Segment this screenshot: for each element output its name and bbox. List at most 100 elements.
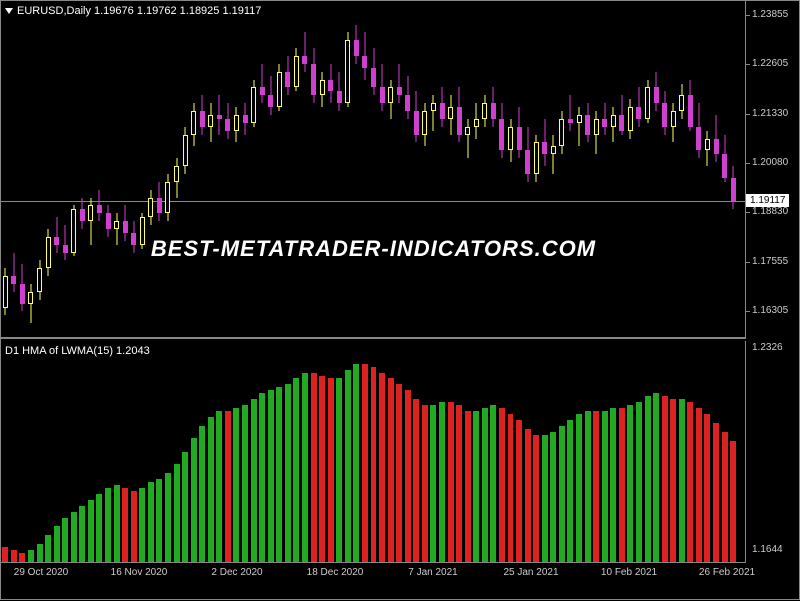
histogram-bar — [199, 426, 205, 562]
histogram-bar — [542, 435, 548, 562]
price-chart[interactable]: EURUSD,Daily 1.19676 1.19762 1.18925 1.1… — [1, 1, 746, 339]
chart-title-text: EURUSD,Daily 1.19676 1.19762 1.18925 1.1… — [17, 5, 261, 17]
histogram-bar — [302, 373, 308, 562]
histogram-bar — [525, 429, 531, 562]
histogram-bar — [148, 482, 154, 562]
current-price-label: 1.19117 — [746, 194, 789, 207]
candle — [260, 64, 265, 103]
candle — [80, 198, 85, 229]
candle — [431, 95, 436, 130]
candle — [491, 87, 496, 126]
histogram-bar — [396, 384, 402, 562]
time-xtick: 26 Feb 2021 — [699, 567, 755, 578]
candle — [225, 103, 230, 138]
candle — [636, 87, 641, 126]
candle — [97, 190, 102, 221]
candle — [611, 107, 616, 142]
candle — [457, 87, 462, 142]
candle — [302, 32, 307, 71]
candle — [328, 64, 333, 103]
histogram-bar — [550, 432, 556, 562]
candle — [294, 48, 299, 91]
time-xtick: 7 Jan 2021 — [408, 567, 458, 578]
histogram-bar — [79, 506, 85, 562]
histogram-bar — [713, 423, 719, 562]
histogram-bar — [533, 435, 539, 562]
histogram-bar — [37, 544, 43, 562]
histogram-bar — [508, 414, 514, 562]
histogram-bar — [242, 405, 248, 562]
histogram-bar — [422, 405, 428, 562]
price-ytick: 1.17555 — [752, 256, 788, 267]
histogram-bar — [636, 402, 642, 562]
candle — [474, 103, 479, 138]
histogram-bar — [567, 420, 573, 562]
histogram-bar — [268, 390, 274, 562]
candle — [251, 80, 256, 127]
histogram-bar — [174, 464, 180, 562]
histogram-bar — [182, 452, 188, 562]
histogram-bar — [482, 408, 488, 562]
histogram-bar — [156, 479, 162, 562]
candle — [679, 84, 684, 119]
candle — [28, 284, 33, 323]
candle — [414, 91, 419, 142]
candle — [422, 103, 427, 146]
candle — [671, 103, 676, 142]
chart-title: EURUSD,Daily 1.19676 1.19762 1.18925 1.1… — [5, 5, 261, 17]
candle — [499, 103, 504, 158]
candle — [388, 80, 393, 119]
indicator-chart[interactable]: D1 HMA of LWMA(15) 1.2043 — [1, 341, 746, 563]
price-yaxis: 1.238551.226051.213301.200801.188301.175… — [746, 1, 800, 339]
histogram-bar — [585, 411, 591, 562]
time-xtick: 25 Jan 2021 — [503, 567, 558, 578]
histogram-bar — [559, 426, 565, 562]
candle — [234, 107, 239, 142]
candle — [165, 174, 170, 221]
candle — [465, 119, 470, 158]
histogram-bar — [105, 488, 111, 562]
time-xtick: 10 Feb 2021 — [601, 567, 657, 578]
histogram-bar — [679, 399, 685, 562]
candle — [320, 72, 325, 107]
histogram-bar — [413, 399, 419, 562]
candle — [3, 268, 8, 315]
candle — [362, 32, 367, 79]
histogram-bar — [448, 402, 454, 562]
candle — [705, 131, 710, 166]
candle — [37, 260, 42, 299]
candle — [654, 72, 659, 111]
candle — [696, 103, 701, 158]
histogram-bar — [11, 550, 17, 562]
histogram-bar — [191, 438, 197, 562]
indicator-title: D1 HMA of LWMA(15) 1.2043 — [5, 345, 150, 357]
histogram-bar — [353, 364, 359, 562]
candle — [662, 91, 667, 134]
histogram-bar — [662, 396, 668, 562]
collapse-icon[interactable] — [5, 8, 13, 14]
candle — [534, 135, 539, 182]
histogram-bar — [704, 414, 710, 562]
candle — [337, 72, 342, 111]
histogram-bar — [311, 373, 317, 562]
histogram-bar — [165, 473, 171, 562]
time-xtick: 2 Dec 2020 — [211, 567, 262, 578]
histogram-bar — [122, 488, 128, 562]
candle — [285, 56, 290, 95]
candle — [397, 64, 402, 103]
time-xtick: 16 Nov 2020 — [111, 567, 168, 578]
histogram-bar — [216, 411, 222, 562]
histogram-bar — [362, 364, 368, 562]
candle — [311, 48, 316, 103]
histogram-bar — [233, 408, 239, 562]
histogram-bar — [319, 376, 325, 562]
histogram-bar — [379, 373, 385, 562]
histogram-bar — [405, 390, 411, 562]
price-ytick: 1.23855 — [752, 9, 788, 20]
candle — [106, 205, 111, 236]
histogram-bar — [490, 405, 496, 562]
histogram-bar — [627, 405, 633, 562]
price-ytick: 1.16305 — [752, 305, 788, 316]
histogram-bar — [62, 518, 68, 562]
candle — [148, 190, 153, 225]
